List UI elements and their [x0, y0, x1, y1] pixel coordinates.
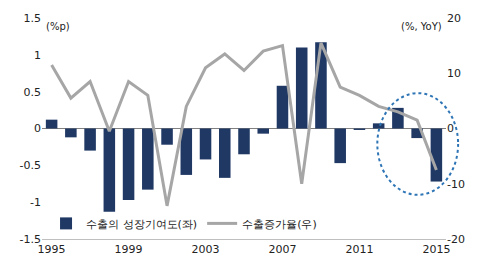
svg-text:2015: 2015	[422, 243, 450, 256]
svg-text:1: 1	[34, 49, 41, 62]
svg-text:2007: 2007	[268, 243, 296, 256]
svg-text:수출의 성장기여도(좌): 수출의 성장기여도(좌)	[86, 218, 197, 231]
svg-text:-1.5: -1.5	[20, 233, 41, 246]
svg-text:-10: -10	[447, 178, 465, 191]
svg-text:0: 0	[447, 122, 454, 135]
svg-text:0: 0	[34, 122, 41, 135]
svg-text:1999: 1999	[115, 243, 143, 256]
svg-text:2003: 2003	[192, 243, 220, 256]
svg-text:1995: 1995	[38, 243, 66, 256]
svg-text:20: 20	[447, 12, 461, 25]
svg-text:-0.5: -0.5	[20, 159, 41, 172]
svg-text:-1: -1	[30, 196, 41, 209]
svg-text:-20: -20	[447, 233, 465, 246]
svg-text:수출증가율(우): 수출증가율(우)	[242, 218, 317, 231]
svg-text:(%, YoY): (%, YoY)	[401, 21, 442, 32]
svg-text:0.5: 0.5	[24, 86, 42, 99]
svg-text:1.5: 1.5	[24, 12, 42, 25]
svg-text:(%p): (%p)	[46, 21, 70, 32]
svg-text:10: 10	[447, 67, 461, 80]
svg-text:2011: 2011	[345, 243, 373, 256]
